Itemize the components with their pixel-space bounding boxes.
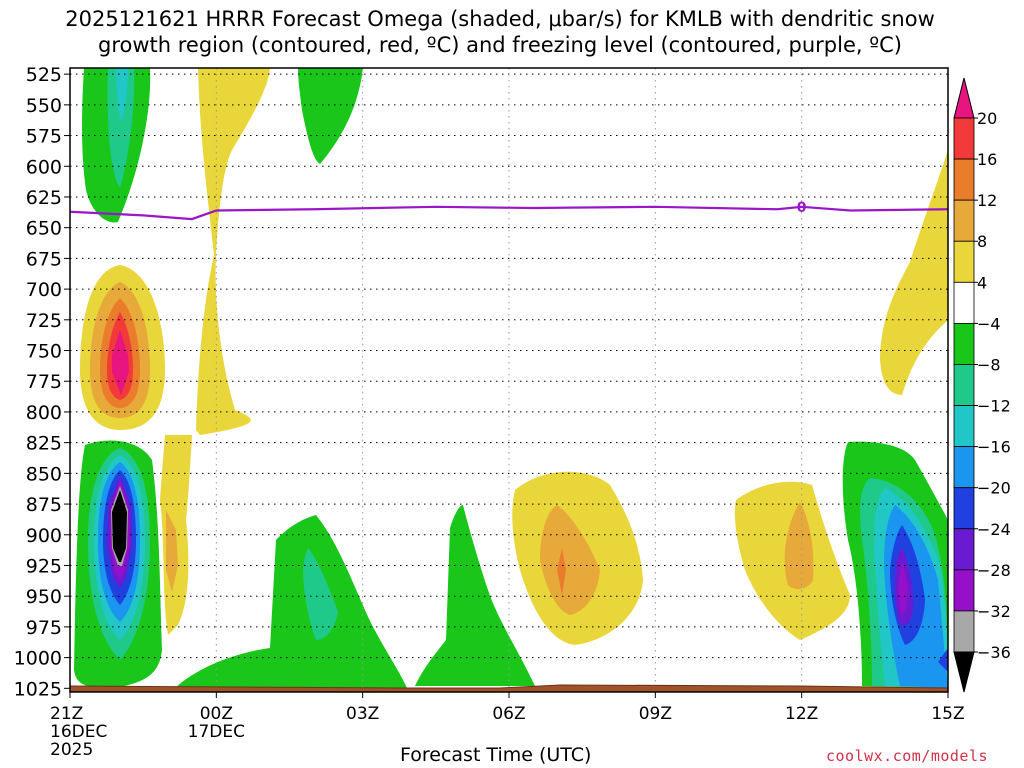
omega-region (112, 330, 129, 395)
omega-region (557, 548, 566, 595)
y-tick-label: 650 (26, 218, 62, 240)
colorbar-label: 20 (977, 109, 997, 128)
omega-region (298, 68, 363, 164)
y-tick-label: 1000 (14, 648, 62, 670)
omega-region (938, 648, 948, 672)
y-tick-label: 750 (26, 341, 62, 363)
x-tick-date: 17DEC (188, 722, 245, 742)
x-axis-title: Forecast Time (UTC) (400, 744, 592, 766)
y-tick-label: 900 (26, 525, 62, 547)
colorbar-swatch (953, 610, 975, 653)
colorbar-swatch (953, 158, 975, 201)
omega-region (303, 548, 338, 640)
colorbar-label: 12 (977, 191, 997, 210)
x-tick-year: 2025 (50, 740, 93, 760)
y-tick-label: 525 (26, 64, 62, 86)
omega-region (107, 68, 135, 188)
x-tick-label: 03Z (346, 704, 379, 724)
colorbar-swatch (953, 364, 975, 406)
y-tick-label: 775 (26, 371, 62, 393)
colorbar-label: −16 (977, 438, 1011, 457)
omega-region (898, 560, 908, 615)
source-credit: coolwx.com/models (826, 747, 989, 765)
colorbar-label: −24 (977, 520, 1011, 539)
y-axis: 525 550 575 600 625 650 675 700 725 750 775 800 825 8… (14, 64, 70, 700)
omega-region (112, 490, 127, 562)
y-tick-label: 950 (26, 586, 62, 608)
colorbar-label: 8 (977, 232, 987, 251)
colorbar-swatch (953, 405, 975, 448)
colorbar-label: −12 (977, 397, 1011, 416)
y-tick-label: 575 (26, 126, 62, 148)
x-tick-label: 15Z (931, 704, 964, 724)
x-tick-label: 00Z (200, 704, 233, 724)
colorbar-swatch (953, 322, 975, 365)
omega-region (540, 505, 600, 615)
omega-region (415, 505, 535, 686)
colorbar-label: 4 (977, 273, 987, 292)
colorbar-swatch (953, 199, 975, 242)
colorbar-swatch (953, 281, 975, 324)
y-tick-label: 975 (26, 617, 62, 639)
omega-region (196, 68, 270, 435)
y-tick-label: 600 (26, 156, 62, 178)
y-tick-label: 725 (26, 310, 62, 332)
y-tick-label: 550 (26, 95, 62, 117)
colorbar-swatch (953, 240, 975, 283)
colorbar-label: −4 (977, 314, 1001, 333)
colorbar-label: −32 (977, 602, 1011, 621)
omega-region (166, 510, 178, 592)
colorbar-label: 16 (977, 150, 997, 169)
colorbar-swatch (953, 446, 975, 489)
colorbar-swatch (953, 487, 975, 530)
x-tick-label: 09Z (639, 704, 672, 724)
title-line-1: 2025121621 HRRR Forecast Omega (shaded, … (65, 7, 935, 31)
colorbar-label: −36 (977, 643, 1011, 662)
colorbar-swatch (953, 528, 975, 571)
colorbar-swatch (953, 651, 975, 693)
x-tick-label: 12Z (785, 704, 818, 724)
freezing-level-label: 0 (797, 200, 807, 216)
colorbar-swatch (953, 77, 975, 119)
omega-region (175, 515, 407, 688)
y-tick-label: 675 (26, 248, 62, 270)
x-tick-label: 06Z (492, 704, 525, 724)
x-tick-date: 16DEC (50, 722, 107, 742)
freezing-level-line (69, 205, 949, 221)
title-line-2: growth region (contoured, red, ºC) and f… (98, 33, 902, 57)
omega-region (880, 150, 948, 395)
colorbar-label: −8 (977, 355, 1001, 374)
colorbar: 20 16 12 8 4 −4 −8 −12 −16 −20 −24 −28 −32 −36 (953, 77, 1011, 693)
y-tick-label: 825 (26, 433, 62, 455)
chart-title: 2025121621 HRRR Forecast Omega (shaded, … (0, 6, 1000, 58)
y-tick-label: 800 (26, 402, 62, 424)
omega-region (784, 502, 814, 590)
y-tick-label: 625 (26, 187, 62, 209)
x-tick-label: 21Z (50, 704, 83, 724)
y-tick-label: 850 (26, 463, 62, 485)
y-tick-label: 700 (26, 279, 62, 301)
colorbar-label: −20 (977, 479, 1011, 498)
omega-region (116, 68, 128, 122)
y-tick-label: 925 (26, 555, 62, 577)
y-tick-label: 875 (26, 494, 62, 516)
omega-shading (74, 68, 948, 688)
colorbar-label: −28 (977, 561, 1011, 580)
colorbar-swatch (953, 569, 975, 612)
colorbar-swatch (953, 117, 975, 160)
y-tick-label: 1025 (14, 678, 62, 700)
